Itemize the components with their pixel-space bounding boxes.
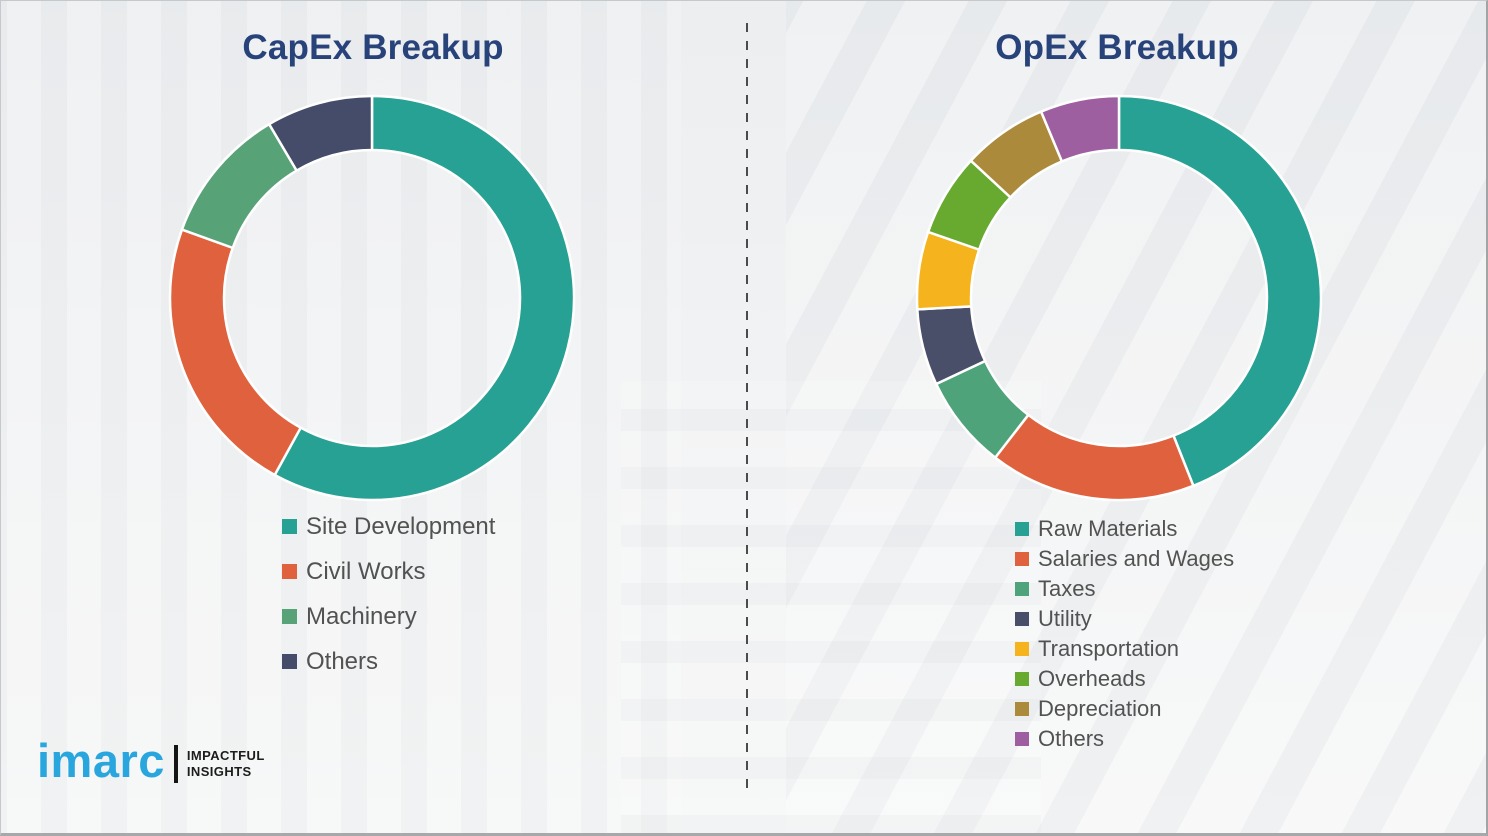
opex-legend-item-transportation: Transportation bbox=[1015, 637, 1234, 660]
capex-segment-site-development bbox=[273, 94, 576, 502]
capex-legend: Site Development Civil Works Machinery Othe… bbox=[282, 514, 495, 694]
legend-swatch bbox=[282, 519, 297, 534]
legend-label: Utility bbox=[1038, 606, 1092, 631]
tagline-line-1: IMPACTFUL bbox=[186, 748, 265, 764]
legend-label: Machinery bbox=[306, 603, 417, 630]
panel-divider-dashed-line bbox=[746, 23, 748, 793]
capex-legend-item-machinery: Machinery bbox=[282, 604, 495, 629]
legend-label: Site Development bbox=[306, 513, 496, 540]
opex-legend-item-salaries-and-wages: Salaries and Wages bbox=[1015, 547, 1234, 570]
opex-panel: OpEx Breakup Raw Materials Salaries and W… bbox=[747, 1, 1486, 833]
legend-swatch bbox=[282, 609, 297, 624]
opex-title: OpEx Breakup bbox=[995, 28, 1239, 67]
capex-segment-others bbox=[267, 94, 374, 172]
legend-swatch bbox=[1015, 581, 1029, 596]
opex-donut-chart bbox=[915, 94, 1323, 502]
legend-label: Taxes bbox=[1038, 576, 1096, 601]
opex-legend-item-overheads: Overheads bbox=[1015, 667, 1234, 690]
opex-legend: Raw Materials Salaries and Wages Taxes Util… bbox=[1015, 517, 1234, 757]
capex-legend-item-others: Others bbox=[282, 649, 495, 674]
imarc-logo: imarc IMPACTFUL INSIGHTS bbox=[37, 734, 265, 787]
legend-swatch bbox=[1015, 611, 1029, 626]
legend-swatch bbox=[282, 654, 297, 669]
capex-panel: CapEx Breakup Site Development Civil Work… bbox=[1, 1, 745, 833]
opex-segment-others bbox=[1039, 94, 1121, 163]
legend-swatch bbox=[1015, 671, 1029, 686]
imarc-wordmark: imarc bbox=[37, 734, 165, 787]
legend-swatch bbox=[1015, 701, 1029, 716]
tagline-line-2: INSIGHTS bbox=[186, 764, 252, 780]
capex-donut-chart bbox=[168, 94, 576, 502]
opex-legend-item-others: Others bbox=[1015, 727, 1234, 750]
legend-swatch bbox=[282, 564, 297, 579]
legend-label: Civil Works bbox=[306, 558, 426, 585]
legend-swatch bbox=[1015, 551, 1029, 566]
legend-label: Transportation bbox=[1038, 636, 1180, 661]
legend-label: Overheads bbox=[1038, 666, 1146, 691]
legend-label: Others bbox=[1038, 726, 1105, 751]
opex-legend-item-raw-materials: Raw Materials bbox=[1015, 517, 1234, 540]
opex-legend-item-depreciation: Depreciation bbox=[1015, 697, 1234, 720]
legend-label: Raw Materials bbox=[1038, 516, 1178, 541]
opex-legend-item-utility: Utility bbox=[1015, 607, 1234, 630]
opex-segment-salaries-and-wages bbox=[993, 413, 1195, 502]
opex-segment-raw-materials bbox=[1117, 94, 1323, 488]
legend-swatch bbox=[1015, 521, 1029, 536]
legend-label: Depreciation bbox=[1038, 696, 1162, 721]
logo-tagline: IMPACTFUL INSIGHTS bbox=[187, 748, 265, 781]
opex-legend-item-taxes: Taxes bbox=[1015, 577, 1234, 600]
logo-divider-bar bbox=[173, 745, 178, 784]
legend-swatch bbox=[1015, 641, 1029, 656]
capex-segment-civil-works bbox=[168, 228, 302, 477]
capex-legend-item-civil-works: Civil Works bbox=[282, 559, 495, 584]
legend-label: Salaries and Wages bbox=[1038, 546, 1235, 571]
legend-label: Others bbox=[306, 648, 379, 675]
legend-swatch bbox=[1015, 731, 1029, 746]
capex-title: CapEx Breakup bbox=[242, 28, 504, 67]
capex-legend-item-site-development: Site Development bbox=[282, 514, 495, 539]
